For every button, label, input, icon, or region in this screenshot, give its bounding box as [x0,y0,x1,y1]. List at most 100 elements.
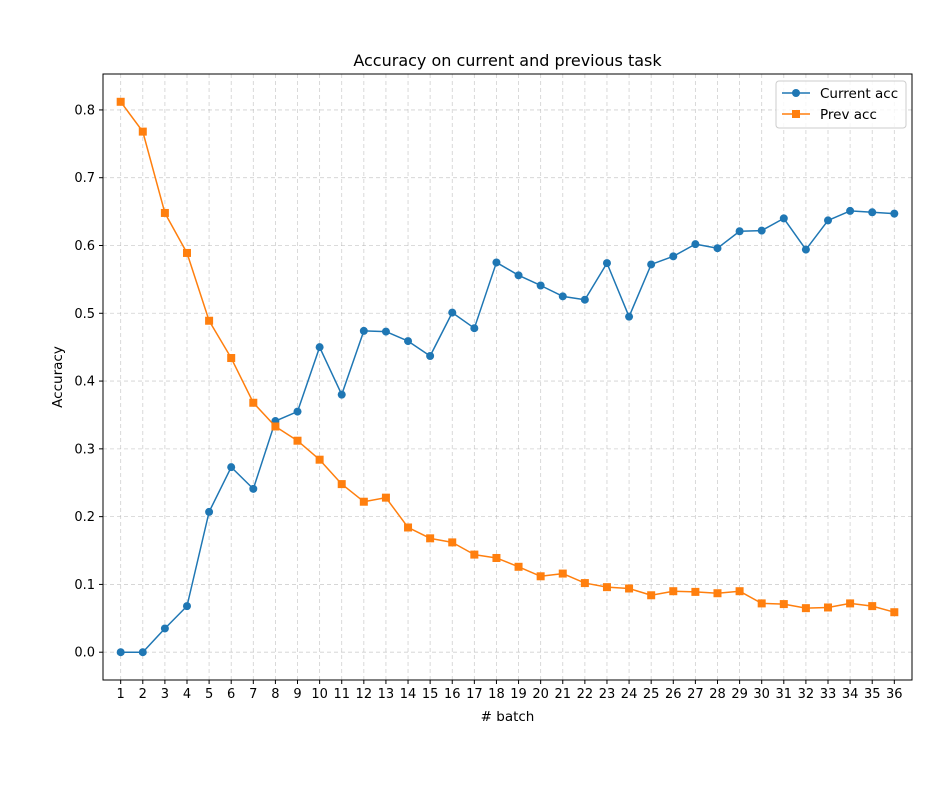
data-point [846,599,855,608]
x-tick-label: 29 [731,687,748,702]
x-tick-label: 18 [488,687,505,702]
x-tick-label: 24 [621,687,638,702]
data-point [625,584,634,593]
data-point [713,589,722,598]
data-point [116,97,125,106]
data-point [536,572,545,581]
data-point [890,608,899,617]
data-point [890,209,899,218]
y-tick-label: 0.2 [74,510,95,525]
data-point [602,583,611,592]
data-point [404,337,413,346]
data-point [315,343,324,352]
data-point [868,602,877,611]
y-axis: 0.0 0.1 0.2 0.3 0.4 0.5 0.6 0.7 0.8 [74,103,103,661]
legend-label-current: Current acc [820,86,898,102]
data-point [846,206,855,215]
data-point [359,326,368,335]
x-tick-label: 31 [776,687,793,702]
data-point [647,260,656,269]
y-tick-label: 0.3 [74,442,95,457]
data-point [536,281,545,290]
data-point [293,436,302,445]
legend: Current acc Prev acc [775,80,907,129]
x-tick-label: 26 [665,687,682,702]
legend-label-prev: Prev acc [820,107,877,123]
x-tick-label: 35 [864,687,881,702]
data-point [602,259,611,268]
series-line-current-acc [120,210,895,653]
data-point [381,493,390,502]
x-axis-label: # batch [481,709,535,725]
data-point [625,312,634,321]
data-point [160,624,169,633]
data-point [182,602,191,611]
x-tick-label: 23 [599,687,616,702]
data-point [160,208,169,217]
data-point [138,127,147,136]
data-point [779,214,788,223]
x-tick-label: 14 [400,687,417,702]
data-point [426,534,435,543]
data-point [205,316,214,325]
x-tick-label: 34 [842,687,859,702]
x-tick-label: 7 [249,687,257,702]
data-point [470,324,479,333]
x-tick-label: 25 [643,687,660,702]
x-tick-label: 10 [311,687,328,702]
data-point [492,258,501,267]
data-point [315,455,324,464]
x-tick-label: 15 [422,687,439,702]
y-tick-label: 0.4 [74,375,95,390]
data-point [205,507,214,516]
y-axis-label: Accuracy [50,346,66,408]
legend-marker-current [792,89,800,97]
plot-frame [102,73,913,681]
x-tick-label: 11 [333,687,350,702]
x-tick-label: 20 [532,687,549,702]
data-point [293,407,302,416]
data-point [404,523,413,532]
data-point [492,553,501,562]
chart-title: Accuracy on current and previous task [353,51,662,70]
data-point [182,248,191,257]
data-point [757,599,766,608]
grid [103,74,912,680]
legend-marker-prev [792,110,800,118]
y-tick-label: 0.7 [74,171,95,186]
x-tick-label: 1 [117,687,125,702]
data-point [116,648,125,657]
x-tick-label: 6 [227,687,235,702]
data-point [735,227,744,236]
x-tick-label: 9 [293,687,301,702]
data-point [249,484,258,493]
data-point [824,603,833,612]
data-point [271,422,280,431]
data-point [669,252,678,261]
data-point [138,648,147,657]
data-point [359,497,368,506]
data-point [470,550,479,559]
data-point [824,216,833,225]
data-point [448,308,457,317]
data-point [337,390,346,399]
data-point [448,538,457,547]
data-point [514,271,523,280]
data-point [227,463,236,472]
data-point [426,351,435,360]
data-point [337,480,346,489]
data-point [779,600,788,609]
x-tick-label: 21 [554,687,571,702]
series-current-acc [116,206,899,657]
x-tick-label: 12 [356,687,373,702]
data-point [514,562,523,571]
data-point [227,354,236,363]
y-tick-label: 0.6 [74,239,95,254]
x-tick-label: 19 [510,687,527,702]
data-point [381,327,390,336]
series-prev-acc [116,97,899,617]
x-tick-label: 33 [820,687,837,702]
data-point [249,398,258,407]
x-tick-label: 4 [183,687,191,702]
